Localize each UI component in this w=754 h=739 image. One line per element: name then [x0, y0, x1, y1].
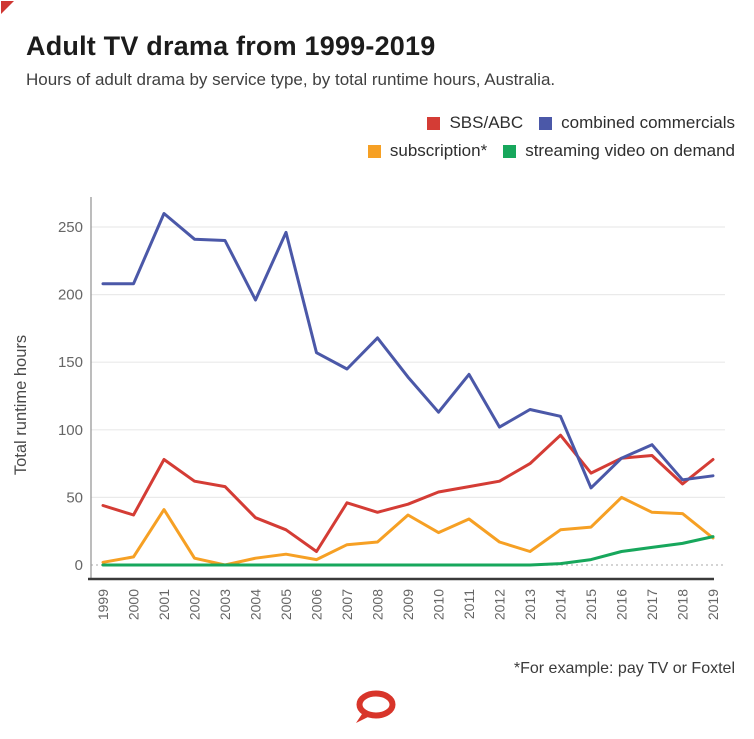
legend-item: SBS/ABC — [427, 113, 523, 133]
x-tick-label: 2001 — [156, 589, 172, 620]
chart-legend: SBS/ABC combined commercials subscription*… — [367, 113, 735, 161]
y-tick-label: 200 — [58, 287, 83, 304]
y-tick-label: 250 — [58, 219, 83, 236]
x-tick-label: 2015 — [583, 589, 599, 620]
x-tick-label: 1999 — [95, 589, 111, 620]
legend-swatch-icon — [367, 144, 381, 158]
legend-swatch-icon — [503, 144, 517, 158]
legend-row: subscription* streaming video on demand — [367, 141, 735, 161]
x-tick-label: 2010 — [431, 589, 447, 620]
x-tick-label: 2012 — [492, 589, 508, 620]
chart-area: 0 50 100 150 200 250 1999 2000 2001 2002 2003 2004 2… — [0, 185, 754, 665]
page-title: Adult TV drama from 1999-2019 — [26, 31, 436, 61]
legend-swatch-icon — [427, 116, 441, 130]
x-tick-label: 2009 — [400, 589, 416, 620]
series-line-combined-commercials — [101, 212, 715, 490]
x-tick-label: 2007 — [339, 589, 355, 620]
x-tick-label: 2006 — [309, 589, 325, 620]
series-line-subscription- — [101, 495, 715, 567]
x-tick-label: 2011 — [461, 589, 477, 619]
legend-label: subscription* — [389, 141, 488, 160]
y-tick-label: 50 — [66, 489, 83, 506]
x-tick-label: 2013 — [522, 589, 538, 620]
x-tick-label: 2017 — [644, 589, 660, 620]
x-tick-label: 2004 — [248, 589, 264, 620]
series-line-sbs-abc — [101, 433, 715, 553]
legend-item: subscription* — [367, 141, 488, 161]
y-axis-title: Total runtime hours — [12, 335, 30, 475]
y-tick-label: 0 — [75, 557, 83, 574]
y-tick-label: 150 — [58, 354, 83, 371]
legend-row: SBS/ABC combined commercials — [427, 113, 735, 133]
x-tick-label: 2014 — [553, 589, 569, 620]
the-conversation-logo — [356, 690, 396, 723]
corner-mark — [1, 1, 14, 14]
x-tick-label: 2005 — [278, 589, 294, 620]
x-tick-label: 2016 — [614, 589, 630, 620]
x-tick-label: 2000 — [126, 589, 142, 620]
legend-item: combined commercials — [539, 113, 735, 133]
x-tick-label: 2019 — [705, 589, 721, 620]
legend-label: combined commercials — [561, 113, 735, 132]
chart-svg: 0 50 100 150 200 250 1999 2000 2001 2002 2003 2004 2… — [12, 197, 725, 620]
x-tick-label: 2018 — [675, 589, 691, 620]
x-tick-label: 2002 — [187, 589, 203, 620]
legend-label: streaming video on demand — [525, 141, 735, 160]
y-tick-label: 100 — [58, 422, 83, 439]
page-subtitle: Hours of adult drama by service type, by… — [26, 70, 556, 89]
legend-swatch-icon — [539, 116, 553, 130]
legend-item: streaming video on demand — [503, 141, 735, 161]
series-line-streaming-video-on-demand — [101, 535, 715, 567]
x-tick-label: 2008 — [370, 589, 386, 620]
legend-label: SBS/ABC — [449, 113, 524, 132]
footnote: *For example: pay TV or Foxtel — [513, 660, 735, 677]
x-tick-label: 2003 — [217, 589, 233, 620]
